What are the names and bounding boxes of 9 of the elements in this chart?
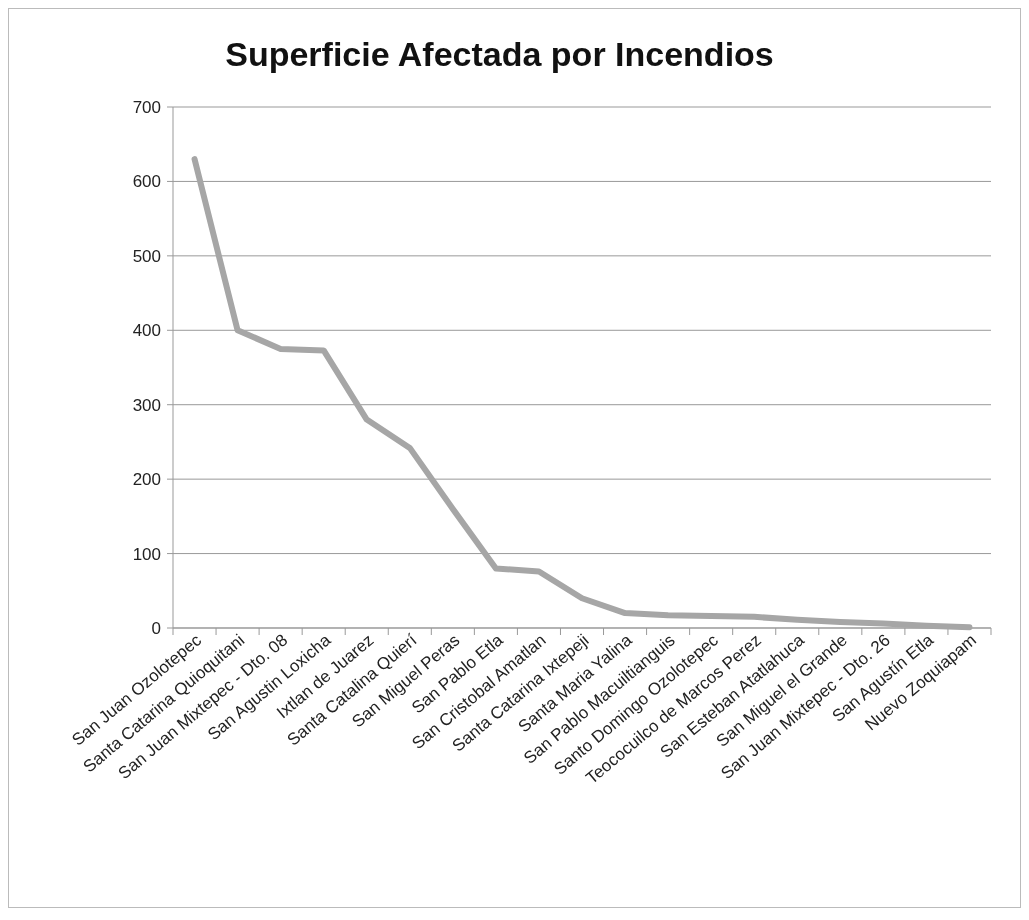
y-tick-label: 200 xyxy=(132,470,161,490)
y-tick-label: 300 xyxy=(132,395,161,415)
y-tick-label: 0 xyxy=(151,618,161,638)
y-tick-label: 600 xyxy=(132,172,161,192)
y-tick-label: 700 xyxy=(132,97,161,117)
y-tick-label: 100 xyxy=(132,544,161,564)
chart-title: Superficie Afectada por Incendios xyxy=(225,35,774,73)
y-tick-label: 500 xyxy=(132,246,161,266)
y-tick-label: 400 xyxy=(132,321,161,341)
